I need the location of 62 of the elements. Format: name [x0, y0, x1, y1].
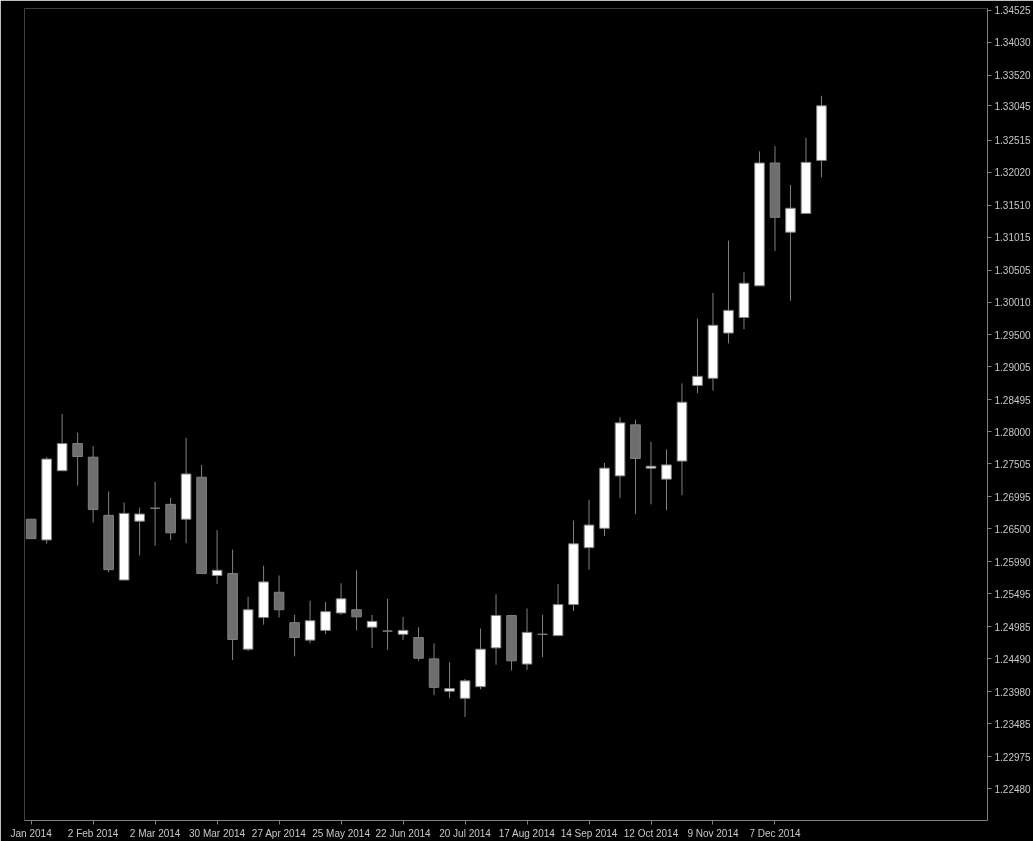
y-tick-label: 1.32515 [994, 135, 1032, 147]
y-tick-label: 1.28000 [994, 426, 1032, 438]
y-tick-label: 1.34525 [994, 5, 1032, 17]
x-tick-label: 7 Dec 2014 [749, 827, 801, 839]
candlestick [320, 601, 331, 635]
y-tick-label: 1.25990 [994, 556, 1032, 568]
y-tick-label: 1.31015 [994, 232, 1032, 244]
candlestick [692, 318, 703, 394]
y-tick-label: 1.24490 [994, 653, 1032, 665]
candlestick [413, 626, 424, 662]
y-tick-label: 1.22480 [994, 783, 1032, 795]
y-tick-label: 1.34030 [994, 37, 1032, 49]
y-tick-label: 1.33045 [994, 100, 1032, 112]
candlestick [397, 616, 409, 641]
y-tick-label: 1.31510 [994, 200, 1032, 212]
x-tick-label: 2 Mar 2014 [129, 827, 181, 839]
candlestick [537, 614, 548, 658]
y-tick-label: 1.24985 [994, 621, 1032, 633]
y-tick-label: 1.28495 [994, 394, 1032, 406]
x-tick-label: 22 Jun 2014 [375, 827, 432, 839]
y-tick-label: 1.29005 [994, 361, 1032, 373]
candlestick [645, 441, 657, 505]
y-tick-label: 1.32020 [994, 167, 1032, 179]
x-tick-label: 17 Aug 2014 [498, 827, 556, 839]
candlestick [134, 507, 145, 556]
y-tick-label: 1.23485 [994, 718, 1032, 730]
y-tick-label: 1.26500 [994, 523, 1032, 535]
candlestick [304, 600, 316, 644]
x-tick-label: 14 Sep 2014 [560, 827, 618, 839]
y-tick-label: 1.27505 [994, 458, 1032, 470]
x-tick-label: Jan 2014 [10, 827, 53, 839]
y-tick-label: 1.33520 [994, 70, 1032, 82]
candlestick [661, 448, 672, 511]
candlestick [723, 240, 734, 344]
candlestick [72, 432, 83, 487]
y-tick-label: 1.30505 [994, 265, 1032, 277]
candlestick [149, 481, 161, 547]
candlestick [335, 582, 347, 616]
y-tick-label: 1.23980 [994, 686, 1032, 698]
x-tick-label: 12 Oct 2014 [623, 827, 679, 839]
candlestick [583, 499, 595, 571]
y-tick-label: 1.30010 [994, 297, 1032, 309]
y-tick-label: 1.29500 [994, 329, 1032, 341]
x-tick-label: 2 Feb 2014 [67, 827, 119, 839]
candlestick [351, 569, 362, 631]
candlestick [289, 614, 300, 657]
candlestick [366, 614, 378, 649]
x-tick-label: 25 May 2014 [312, 827, 371, 839]
x-tick-label: 30 Mar 2014 [189, 827, 246, 839]
candlestick [273, 574, 285, 618]
candlestick [211, 529, 223, 585]
y-tick-label: 1.26995 [994, 491, 1032, 503]
x-tick-label: 20 Jul 2014 [439, 827, 492, 839]
candlestick [382, 598, 393, 651]
y-tick-label: 1.22975 [994, 751, 1032, 763]
candlestick [444, 661, 455, 699]
candlestick [459, 678, 471, 718]
x-tick-label: 27 Apr 2014 [251, 827, 307, 839]
x-tick-label: 9 Nov 2014 [687, 827, 739, 839]
y-tick-label: 1.25495 [994, 588, 1032, 600]
candlestick [25, 518, 37, 540]
candlestick [785, 184, 796, 302]
